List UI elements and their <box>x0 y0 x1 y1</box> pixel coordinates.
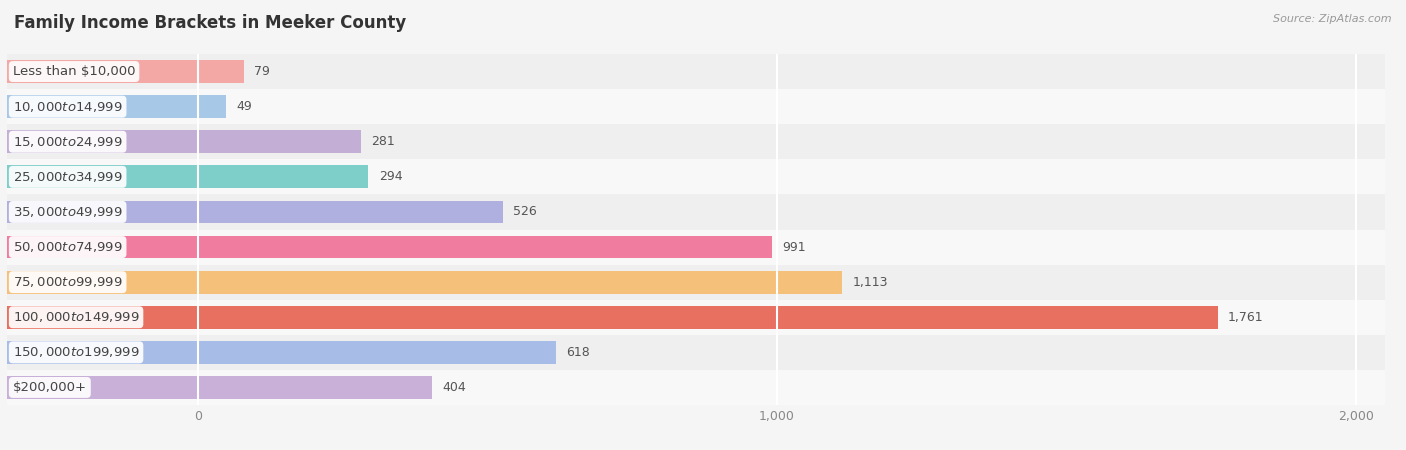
Bar <box>7 271 842 293</box>
Text: $25,000 to $34,999: $25,000 to $34,999 <box>13 170 122 184</box>
Text: 49: 49 <box>236 100 253 113</box>
Text: Less than $10,000: Less than $10,000 <box>13 65 135 78</box>
Bar <box>7 89 1385 124</box>
Bar <box>7 60 243 83</box>
Text: $100,000 to $149,999: $100,000 to $149,999 <box>13 310 139 324</box>
Bar <box>7 335 1385 370</box>
Bar <box>7 124 1385 159</box>
Bar <box>7 370 1385 405</box>
Text: 618: 618 <box>567 346 591 359</box>
Text: 1,113: 1,113 <box>853 276 889 288</box>
Bar <box>7 236 772 258</box>
Text: $50,000 to $74,999: $50,000 to $74,999 <box>13 240 122 254</box>
Bar <box>7 341 555 364</box>
Text: 281: 281 <box>371 135 395 148</box>
Bar <box>7 300 1385 335</box>
Text: 404: 404 <box>443 381 467 394</box>
Text: $10,000 to $14,999: $10,000 to $14,999 <box>13 99 122 114</box>
Text: $15,000 to $24,999: $15,000 to $24,999 <box>13 135 122 149</box>
Bar <box>7 159 1385 194</box>
Text: 526: 526 <box>513 206 537 218</box>
Text: 294: 294 <box>378 171 402 183</box>
Text: $35,000 to $49,999: $35,000 to $49,999 <box>13 205 122 219</box>
Text: $200,000+: $200,000+ <box>13 381 87 394</box>
Bar <box>7 54 1385 89</box>
Text: 991: 991 <box>782 241 806 253</box>
Text: $150,000 to $199,999: $150,000 to $199,999 <box>13 345 139 360</box>
Bar <box>7 306 1218 328</box>
Bar <box>7 166 368 188</box>
Text: $75,000 to $99,999: $75,000 to $99,999 <box>13 275 122 289</box>
Bar <box>7 230 1385 265</box>
Text: Source: ZipAtlas.com: Source: ZipAtlas.com <box>1274 14 1392 23</box>
Bar <box>7 130 361 153</box>
Bar <box>7 194 1385 230</box>
Text: Family Income Brackets in Meeker County: Family Income Brackets in Meeker County <box>14 14 406 32</box>
Bar <box>7 95 226 118</box>
Bar <box>7 265 1385 300</box>
Bar <box>7 201 502 223</box>
Bar <box>7 376 432 399</box>
Text: 79: 79 <box>254 65 270 78</box>
Text: 1,761: 1,761 <box>1227 311 1264 324</box>
